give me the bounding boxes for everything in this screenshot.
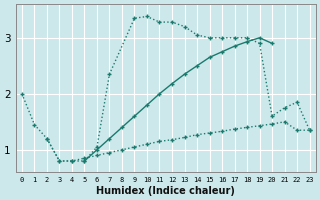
X-axis label: Humidex (Indice chaleur): Humidex (Indice chaleur) (96, 186, 235, 196)
